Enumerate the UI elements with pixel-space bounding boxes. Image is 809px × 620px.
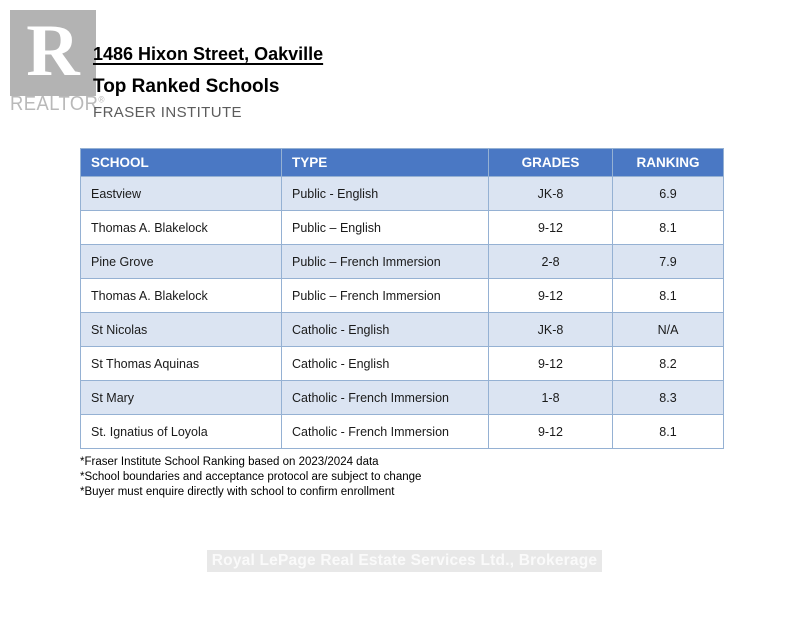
col-header-ranking: RANKING — [612, 148, 724, 177]
footnote-boundaries: *School boundaries and acceptance protoc… — [80, 471, 422, 483]
watermark-container: Royal LePage Real Estate Services Ltd., … — [0, 550, 809, 572]
cell-ranking: 8.1 — [612, 414, 724, 449]
cell-grades: 9-12 — [488, 210, 613, 245]
realtor-wordmark-text: REALTOR — [10, 93, 99, 115]
table-row: St Mary Catholic - French Immersion 1-8 … — [80, 380, 724, 415]
table-row: St Nicolas Catholic - English JK-8 N/A — [80, 312, 724, 347]
cell-grades: JK-8 — [488, 176, 613, 211]
cell-grades: 9-12 — [488, 414, 613, 449]
cell-type: Catholic - English — [281, 312, 489, 347]
cell-type: Catholic - English — [281, 346, 489, 381]
cell-ranking: N/A — [612, 312, 724, 347]
cell-ranking: 8.2 — [612, 346, 724, 381]
cell-type: Catholic - French Immersion — [281, 414, 489, 449]
col-header-school: SCHOOL — [80, 148, 282, 177]
realtor-logo-letter: R — [26, 10, 80, 92]
realtor-wordmark: REALTOR® — [10, 94, 111, 114]
cell-school: St Nicolas — [80, 312, 282, 347]
cell-ranking: 6.9 — [612, 176, 724, 211]
realtor-logo-icon: R — [10, 10, 96, 96]
table-row: Thomas A. Blakelock Public – French Imme… — [80, 278, 724, 313]
col-header-type: TYPE — [281, 148, 489, 177]
header-block: 1486 Hixon Street, Oakville Top Ranked S… — [93, 44, 323, 121]
cell-school: Pine Grove — [80, 244, 282, 279]
cell-school: St. Ignatius of Loyola — [80, 414, 282, 449]
cell-ranking: 8.3 — [612, 380, 724, 415]
cell-grades: 9-12 — [488, 278, 613, 313]
cell-school: Thomas A. Blakelock — [80, 210, 282, 245]
cell-school: Thomas A. Blakelock — [80, 278, 282, 313]
page-title: 1486 Hixon Street, Oakville — [93, 44, 324, 64]
cell-grades: JK-8 — [488, 312, 613, 347]
cell-school: St Mary — [80, 380, 282, 415]
table-row: Thomas A. Blakelock Public – English 9-1… — [80, 210, 724, 245]
footnotes-block: *Fraser Institute School Ranking based o… — [80, 455, 421, 500]
realtor-logo: R REALTOR® — [10, 10, 110, 114]
table-row: St Thomas Aquinas Catholic - English 9-1… — [80, 346, 724, 381]
cell-grades: 1-8 — [488, 380, 613, 415]
brokerage-watermark: Royal LePage Real Estate Services Ltd., … — [206, 550, 603, 572]
footnote-enrollment: *Buyer must enquire directly with school… — [80, 486, 395, 498]
source-label: FRASER INSTITUTE — [93, 104, 242, 121]
schools-table: SCHOOL TYPE GRADES RANKING Eastview Publ… — [80, 148, 724, 449]
cell-school: Eastview — [80, 176, 282, 211]
cell-type: Public – French Immersion — [281, 244, 489, 279]
footnote-ranking-source: *Fraser Institute School Ranking based o… — [80, 456, 379, 468]
cell-type: Catholic - French Immersion — [281, 380, 489, 415]
cell-ranking: 7.9 — [612, 244, 724, 279]
table-row: St. Ignatius of Loyola Catholic - French… — [80, 414, 724, 449]
registered-trademark-symbol: ® — [98, 94, 106, 105]
table-header-row: SCHOOL TYPE GRADES RANKING — [80, 148, 724, 177]
col-header-grades: GRADES — [488, 148, 613, 177]
cell-type: Public - English — [281, 176, 489, 211]
table-row: Eastview Public - English JK-8 6.9 — [80, 176, 724, 211]
table-row: Pine Grove Public – French Immersion 2-8… — [80, 244, 724, 279]
cell-ranking: 8.1 — [612, 210, 724, 245]
cell-type: Public – English — [281, 210, 489, 245]
cell-grades: 2-8 — [488, 244, 613, 279]
page-subtitle: Top Ranked Schools — [93, 76, 280, 97]
cell-grades: 9-12 — [488, 346, 613, 381]
cell-ranking: 8.1 — [612, 278, 724, 313]
cell-school: St Thomas Aquinas — [80, 346, 282, 381]
cell-type: Public – French Immersion — [281, 278, 489, 313]
